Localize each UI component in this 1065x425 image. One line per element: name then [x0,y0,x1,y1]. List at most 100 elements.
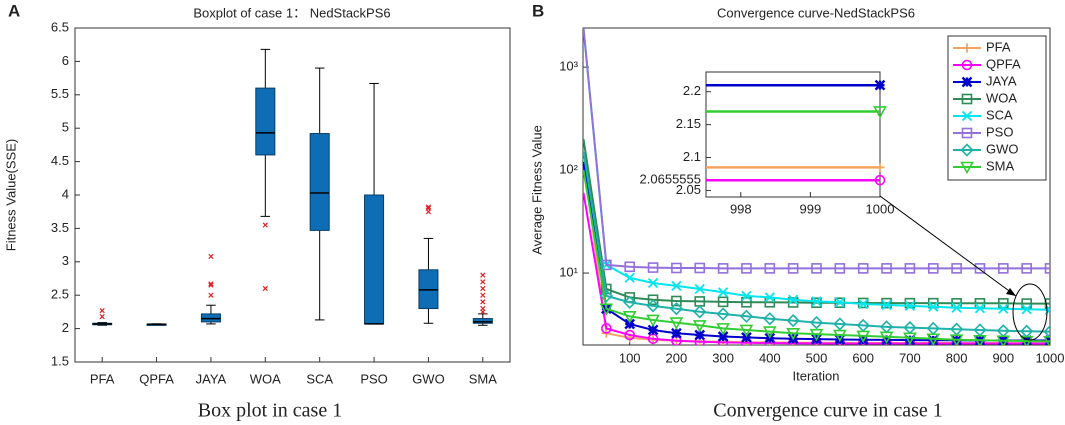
x-tick-label: 600 [852,350,874,365]
zoom-ellipse [1012,283,1048,341]
x-axis-label: Iteration [793,368,840,383]
marker [834,263,846,274]
y-tick-label: 6 [62,53,69,68]
outlier [425,204,432,210]
legend-label: QPFA [986,56,1021,71]
marker [646,314,660,328]
marker [875,162,885,172]
marker [717,296,729,308]
outlier [208,281,214,287]
y-tick-label: 5.5 [51,86,69,101]
marker [874,174,886,186]
inset-y-tick-label: 2.1 [683,149,701,164]
chart-title: Convergence curve-NedStackPS6 [717,5,915,20]
marker [809,315,824,330]
marker [692,320,707,333]
outlier [262,222,268,228]
x-tick-label: 100 [619,350,641,365]
marker [786,327,801,341]
marker [671,327,682,339]
outlier [480,299,486,305]
box [309,133,330,231]
marker [1044,263,1050,274]
marker [927,263,939,274]
marker [1021,263,1032,274]
inset-y-tick-label: 2.05 [676,182,701,197]
marker [927,334,939,345]
x-tick-label: WOA [250,371,281,386]
marker [717,287,729,298]
marker [764,263,776,274]
marker [962,43,972,53]
marker [647,262,659,273]
marker [904,300,916,311]
marker [961,76,973,88]
legend-label: SMA [986,158,1015,173]
inset-y-tick-label: 2.0655555 [640,172,701,187]
marker [741,332,752,343]
marker [974,303,986,314]
x-tick-label: PFA [90,371,115,386]
y-tick-label: 1.5 [51,353,69,368]
marker [832,329,847,343]
marker [741,263,752,274]
marker [624,261,636,273]
marker [624,329,636,341]
y-tick-label: 6.5 [51,19,69,34]
outlier [208,253,214,260]
box [364,194,385,325]
outlier [480,292,486,298]
x-tick-label: GWO [412,371,445,386]
marker [671,280,682,292]
marker [741,290,752,302]
marker [961,59,973,71]
inset-x-tick-label: 1000 [866,201,895,216]
x-tick-label: 1000 [1036,350,1065,365]
marker [647,294,659,306]
y-tick-label: 2 [62,320,69,335]
marker [599,303,614,316]
series-line [583,28,1050,270]
series-line [583,169,1050,343]
marker [811,296,822,307]
marker [739,309,754,323]
outlier [480,272,486,278]
marker [881,299,892,311]
marker [671,262,682,274]
legend-label: PFA [986,39,1011,54]
legend-label: SCA [986,107,1013,122]
marker [974,263,986,274]
plot-frame [74,27,511,363]
x-tick-label: 200 [666,350,688,365]
zoom-arrow [879,195,1017,297]
marker [881,297,892,309]
marker [646,299,660,313]
marker [951,302,962,313]
marker [960,143,974,157]
marker [904,297,916,309]
marker [856,330,871,344]
marker [624,272,635,283]
plots: 1.5 2 2.5 3 3.5 4 4.5 5 5.5 6 6.5 PFA QPFA JAYA WOA SCA… [51,19,1065,386]
marker [961,93,973,105]
panel-label: B [532,1,544,20]
x-tick-label: 900 [992,350,1014,365]
marker [960,161,974,175]
marker [998,303,1009,314]
marker [903,332,917,345]
x-tick-label: 700 [899,350,921,365]
marker [973,335,987,345]
marker [671,295,682,307]
x-tick-label: 500 [806,350,828,365]
chart-title: Boxplot of case 1： NedStackPS6 [193,5,390,20]
inset-frame [705,71,881,198]
marker [624,318,636,330]
marker [787,263,799,274]
marker [623,295,637,309]
marker [879,331,894,345]
marker [926,333,941,345]
marker [809,328,824,342]
box [255,87,276,156]
outlier [99,307,105,314]
